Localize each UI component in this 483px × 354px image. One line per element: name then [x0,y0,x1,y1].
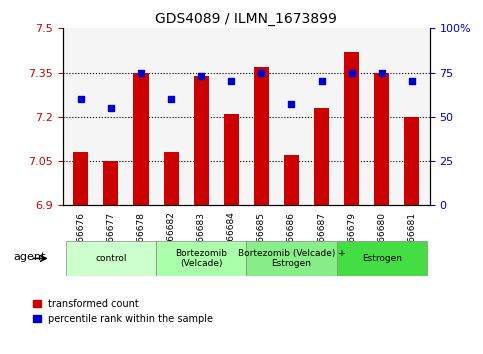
FancyBboxPatch shape [156,241,246,276]
Point [318,79,326,84]
Bar [224,114,239,205]
Point [198,73,205,79]
Title: GDS4089 / ILMN_1673899: GDS4089 / ILMN_1673899 [156,12,337,26]
Point [348,70,355,75]
Point [408,79,416,84]
Point [137,70,145,75]
Bar [254,67,269,205]
Text: control: control [95,254,127,263]
Bar [284,155,299,205]
Point [287,102,295,107]
FancyBboxPatch shape [337,241,427,276]
FancyBboxPatch shape [246,241,337,276]
Text: Bortezomib
(Velcade): Bortezomib (Velcade) [175,249,227,268]
Text: Bortezomib (Velcade) +
Estrogen: Bortezomib (Velcade) + Estrogen [238,249,345,268]
Bar [133,73,149,205]
Bar [404,117,419,205]
Text: Estrogen: Estrogen [362,254,402,263]
FancyBboxPatch shape [66,241,156,276]
Point [227,79,235,84]
Legend: transformed count, percentile rank within the sample: transformed count, percentile rank withi… [29,295,217,328]
Bar [164,152,179,205]
Point [167,96,175,102]
Point [257,70,265,75]
Bar [103,161,118,205]
Bar [314,108,329,205]
Point [378,70,385,75]
Bar [344,52,359,205]
Bar [194,75,209,205]
Bar [374,73,389,205]
Point [107,105,115,111]
Bar [73,152,88,205]
Point [77,96,85,102]
Text: agent: agent [14,252,46,262]
